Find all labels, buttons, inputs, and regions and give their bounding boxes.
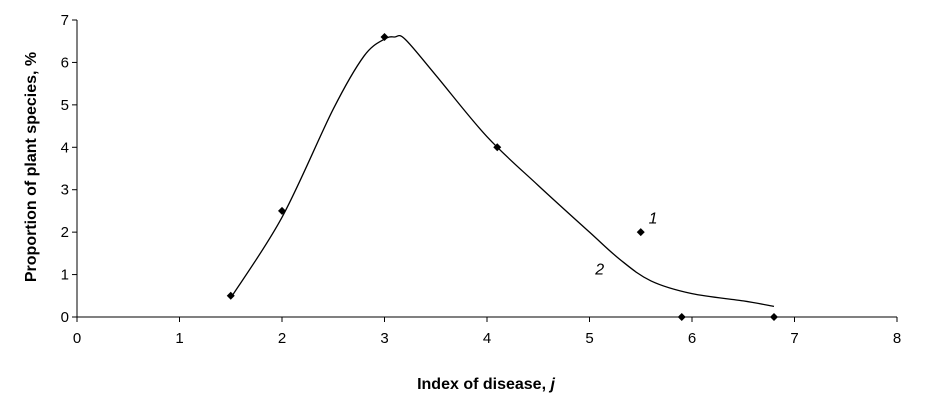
x-tick-label: 4 bbox=[483, 330, 491, 347]
y-tick-label: 1 bbox=[61, 267, 69, 284]
data-point bbox=[278, 206, 286, 215]
x-axis-title-text: Index of disease, bbox=[417, 376, 550, 393]
x-tick-label: 6 bbox=[688, 330, 696, 347]
x-tick-label: 3 bbox=[380, 330, 388, 347]
x-axis-title: Index of disease, j bbox=[417, 376, 555, 393]
x-tick-label: 8 bbox=[893, 330, 901, 347]
data-point bbox=[380, 32, 389, 41]
data-point bbox=[636, 228, 645, 237]
series-annotation-1: 1 bbox=[649, 211, 658, 228]
y-tick-label: 7 bbox=[61, 12, 69, 29]
y-tick-label: 5 bbox=[61, 97, 69, 114]
y-axis-title: Proportion of plant species, % bbox=[23, 52, 40, 282]
x-tick-label: 1 bbox=[175, 330, 183, 347]
data-point bbox=[770, 313, 778, 321]
y-tick-label: 6 bbox=[61, 54, 69, 71]
series-2-curve bbox=[230, 34, 775, 308]
x-tick-label: 2 bbox=[278, 330, 286, 347]
x-tick-label: 0 bbox=[73, 330, 81, 347]
plot-area: 0 1 2 3 4 5 6 7 0 1 2 3 4 5 6 7 8 1 2 bbox=[61, 12, 902, 347]
x-tick-label: 5 bbox=[585, 330, 593, 347]
y-tick-label: 0 bbox=[61, 309, 69, 326]
y-tick-label: 4 bbox=[61, 139, 69, 156]
x-axis-title-variable: j bbox=[548, 376, 555, 393]
y-tick-label: 3 bbox=[61, 182, 69, 199]
series-annotation-2: 2 bbox=[594, 262, 604, 279]
data-point bbox=[493, 143, 502, 152]
data-point bbox=[226, 291, 235, 300]
x-tick-label: 7 bbox=[790, 330, 798, 347]
data-point bbox=[677, 313, 686, 321]
y-tick-label: 2 bbox=[61, 224, 69, 241]
